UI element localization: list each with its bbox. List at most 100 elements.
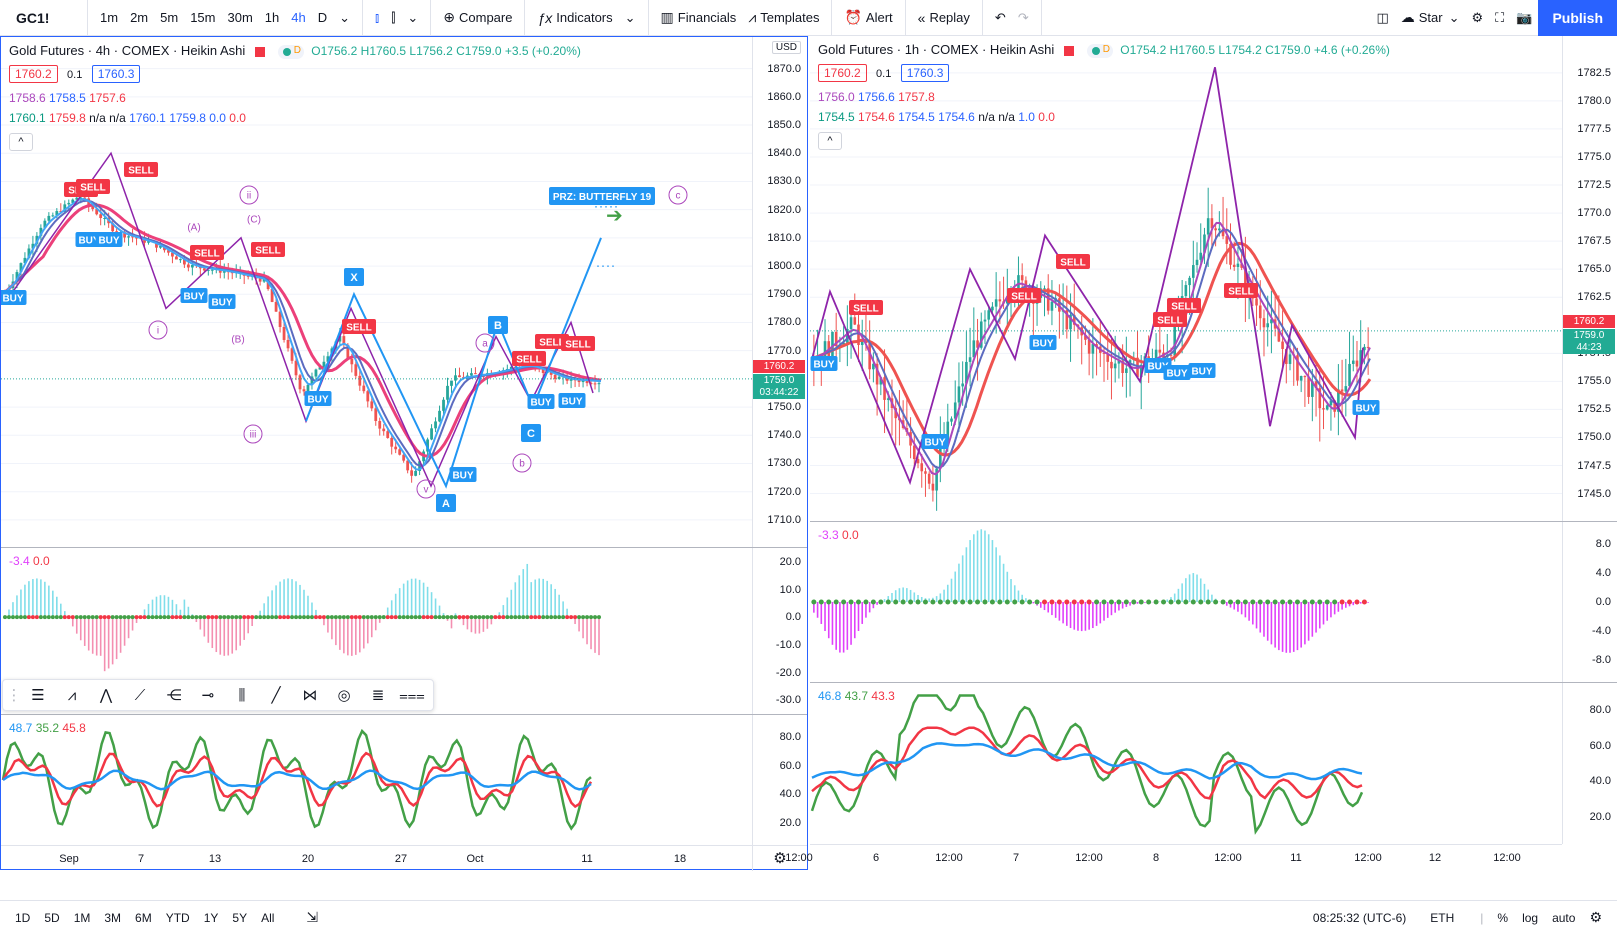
indicators-chevron-down-icon[interactable]: ⌄ [624,9,636,25]
collapse-legend-chevron-up-icon[interactable]: ^ [818,132,842,150]
clock[interactable]: 08:25:32 (UTC-6) [1312,910,1407,925]
interval-30m[interactable]: 30m [227,10,253,25]
session-toggle[interactable]: ETH [1430,910,1455,925]
right-osc-plot[interactable] [810,522,1562,682]
drag-handle-icon[interactable]: ⋮ [6,687,22,704]
right-price-pane[interactable]: BUY BUY BUY BUY BUY BUY BUY SELL SELL SELL SELL SEL… [810,36,1562,521]
line-tool-icon[interactable]: ╱ [271,687,281,704]
templates-button[interactable]: ⩘ Templates [742,4,825,32]
fullscreen-icon[interactable]: ⛶ [1495,9,1505,25]
right-buy-price[interactable]: 1760.3 [900,64,950,82]
redo-icon[interactable]: ↷ [1017,9,1029,25]
zero-dot [158,615,163,620]
interval-2m[interactable]: 2m [130,10,149,25]
symbol-search[interactable]: GC1! [16,9,50,26]
indicators-button[interactable]: ƒx Indicators [531,4,618,32]
left-time-axis[interactable]: Sep 7 13 20 27 Oct 11 18 [1,845,753,871]
left-rsi-pane[interactable]: 48.7 35.2 45.8 [1,715,753,845]
bar-style-icon[interactable]: ⫾ [375,9,380,25]
interval-dropdown-chevron-down-icon[interactable]: ⌄ [339,9,351,25]
undo-icon[interactable]: ↶ [994,9,1006,25]
chart-right[interactable]: BUY BUY BUY BUY BUY BUY BUY SELL SELL SELL SELL SEL… [785,36,1617,870]
abc-pattern-icon[interactable]: ⋀ [99,687,113,704]
compare-button[interactable]: ⊕ Compare [437,4,518,32]
percent-scale[interactable]: % [1497,910,1509,925]
currency-selector[interactable]: USD [771,41,801,54]
range-3m[interactable]: 3M [104,910,122,925]
fib-circle-icon[interactable]: ◎ [337,687,351,704]
left-rsi-plot[interactable] [1,715,753,845]
interval-5m[interactable]: 5m [160,10,179,25]
right-open: O1754.2 [1120,43,1167,57]
axis-tick-label: 1745.0 [1577,487,1611,500]
right-time-axis[interactable]: 12:00 6 12:00 7 12:00 8 12:00 11 12:00 12 12:00 [785,844,1562,870]
pane-separator[interactable] [1,547,807,548]
range-5d[interactable]: 5D [44,910,60,925]
range-1d[interactable]: 1D [15,910,31,925]
range-1y[interactable]: 1Y [203,910,219,925]
interval-15m[interactable]: 15m [190,10,216,25]
range-5y[interactable]: 5Y [232,910,248,925]
left-buy-price[interactable]: 1760.3 [91,65,141,83]
settings-gear-icon[interactable]: ⚙ [1471,9,1484,25]
interval-d[interactable]: D [317,10,328,25]
right-osc-pane[interactable]: -3.3 0.0 [810,522,1562,682]
alert-button[interactable]: ⏰ Alert [838,4,898,32]
candle-style-icon[interactable]: ⫿ [391,9,396,25]
interval-4h[interactable]: 4h [291,10,306,25]
financials-button[interactable]: ▥ Financials [655,4,743,32]
right-price-axis[interactable]: 1782.5 1780.0 1777.5 1775.0 1772.5 1770.0 1767… [1562,36,1617,521]
left-sell-price[interactable]: 1760.2 [9,65,58,83]
log-scale[interactable]: log [1522,910,1539,925]
right-rsi-plot[interactable] [810,683,1562,844]
range-ytd[interactable]: YTD [165,910,190,925]
auto-scale[interactable]: auto [1552,910,1576,925]
candle-body [147,241,150,243]
chart-settings-gear-icon[interactable]: ⚙ [752,845,807,871]
position-tool-icon[interactable]: ⩶ [399,686,425,704]
xabcd-pattern-icon[interactable]: ⋈ [302,687,318,704]
left-osc-axis[interactable]: 20.0 10.0 0.0 -10.0 -20.0 -30.0 [752,548,807,714]
collapse-legend-chevron-up-icon[interactable]: ^ [9,133,33,151]
candle-body [1258,305,1262,319]
left-price-axis[interactable]: USD 1870.0 1860.0 1850.0 1840.0 1830.0 1820.0… [752,37,807,547]
scale-settings-gear-icon[interactable]: ⚙ [1589,909,1602,925]
right-rsi-axis[interactable]: 80.0 60.0 40.0 20.0 [1562,683,1617,844]
right-sell-price[interactable]: 1760.2 [818,64,867,82]
candle-body [370,401,374,409]
fib-channel-icon[interactable]: ≣ [371,687,385,704]
candle-body [946,421,950,444]
range-all[interactable]: All [261,910,275,925]
go-to-date-icon[interactable]: ⇲ [306,909,319,925]
right-osc-axis[interactable]: 8.0 4.0 0.0 -4.0 -8.0 [1562,522,1617,682]
left-price-plot[interactable]: PRZ: BUTTERFLY 19➔XABCiiiiiiv(A)(B)(C)ab… [1,37,753,547]
layout-icon[interactable]: ◫ [1376,9,1389,25]
left-rsi-axis[interactable]: 80.0 60.0 40.0 20.0 [752,715,807,845]
interval-1h[interactable]: 1h [264,10,280,25]
interval-1m[interactable]: 1m [100,10,119,25]
fib-retracement-icon[interactable]: ☰ [31,687,45,704]
pitchfork-icon[interactable]: ⋲ [166,687,182,704]
replay-button[interactable]: «Replay [912,4,976,32]
candle-body [1348,363,1351,387]
trend-line-icon[interactable]: ⟋ [134,686,146,704]
pane-separator[interactable] [810,521,1617,522]
camera-icon[interactable]: 📷 [1516,9,1533,25]
chart-type-chevron-down-icon[interactable]: ⌄ [407,9,419,25]
left-osc-plot[interactable] [1,548,753,714]
left-osc-pane[interactable]: -3.4 0.0 [1,548,753,714]
pane-separator[interactable] [1,714,807,715]
range-6m[interactable]: 6M [135,910,152,925]
elliott-wave-icon[interactable]: ⩘ [67,686,77,704]
right-rsi-pane[interactable]: 46.8 43.7 43.3 [810,683,1562,844]
gann-icon[interactable]: ⫼ [238,686,246,704]
candle-body [1017,275,1020,291]
publish-button[interactable]: Publish [1538,0,1617,36]
range-1m[interactable]: 1M [73,910,91,925]
pane-separator[interactable] [810,682,1617,683]
horizontal-ray-icon[interactable]: ⊸ [201,687,215,704]
star-button[interactable]: ☁ Star ⌄ [1395,4,1466,32]
